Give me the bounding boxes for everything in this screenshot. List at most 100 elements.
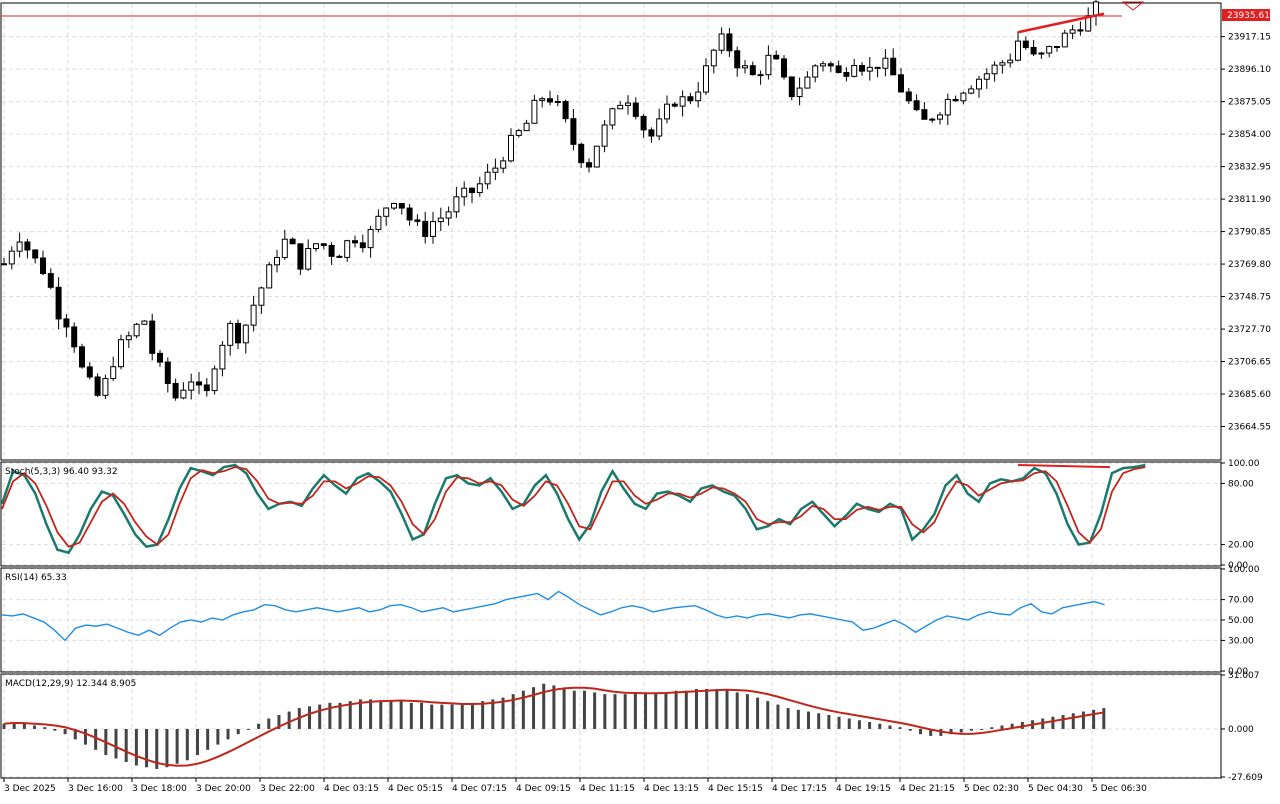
candle-body bbox=[16, 241, 23, 252]
x-tick-label: 4 Dec 15:15 bbox=[708, 784, 763, 794]
candle-body bbox=[453, 196, 460, 213]
macd-histogram-bar bbox=[338, 702, 342, 729]
candle-body bbox=[375, 215, 382, 230]
macd-histogram-bar bbox=[521, 690, 525, 729]
macd-histogram-bar bbox=[776, 704, 780, 729]
macd-histogram-bar bbox=[318, 704, 322, 729]
candle-body bbox=[86, 366, 93, 378]
divergence-line-stoch bbox=[1017, 464, 1111, 469]
macd-histogram-bar bbox=[12, 721, 16, 729]
x-tick-label: 4 Dec 03:15 bbox=[324, 784, 379, 794]
macd-histogram-bar bbox=[83, 728, 87, 745]
candle-body bbox=[983, 73, 990, 80]
x-tick-label: 3 Dec 16:00 bbox=[68, 784, 123, 794]
y-tick-label: 20.00 bbox=[1228, 541, 1254, 551]
candle-body bbox=[141, 320, 148, 325]
macd-histogram-bar bbox=[542, 683, 546, 729]
macd-histogram-bar bbox=[908, 728, 912, 731]
candle-body bbox=[687, 96, 694, 102]
macd-histogram-bar bbox=[195, 728, 199, 756]
macd-histogram-bar bbox=[593, 692, 597, 729]
macd-histogram-bar bbox=[674, 690, 678, 729]
y-tick-label: 100.00 bbox=[1228, 565, 1260, 575]
y-tick-label: 80.00 bbox=[1228, 479, 1254, 489]
candle-body bbox=[1093, 1, 1099, 17]
macd-histogram-bar bbox=[63, 728, 67, 735]
x-tick-label: 4 Dec 07:15 bbox=[452, 784, 507, 794]
macd-histogram-bar bbox=[287, 711, 291, 729]
macd-histogram-bar bbox=[654, 692, 658, 729]
macd-histogram-bar bbox=[94, 728, 98, 750]
rsi-line bbox=[1, 590, 1105, 642]
macd-histogram-bar bbox=[358, 699, 362, 729]
candle-body bbox=[554, 100, 561, 103]
candle-body bbox=[55, 286, 62, 320]
candle-body bbox=[266, 264, 273, 289]
macd-histogram-bar bbox=[735, 692, 739, 729]
macd-histogram-bar bbox=[684, 690, 688, 729]
candle-body bbox=[391, 202, 397, 209]
macd-histogram-bar bbox=[827, 715, 831, 729]
candle-body bbox=[274, 257, 280, 266]
y-tick-label: 23790.85 bbox=[1228, 228, 1271, 238]
macd-histogram-bar bbox=[878, 723, 882, 729]
macd-histogram-bar bbox=[33, 725, 37, 729]
macd-histogram-bar bbox=[236, 728, 240, 735]
macd-histogram-bar bbox=[369, 699, 373, 729]
candle-body bbox=[835, 65, 842, 73]
candle-body bbox=[648, 129, 655, 137]
stoch-main-line bbox=[0, 463, 1146, 555]
y-tick-label: 23854.00 bbox=[1228, 130, 1271, 140]
macd-histogram-bar bbox=[623, 694, 627, 729]
macd-histogram-bar bbox=[124, 728, 128, 763]
candle-body bbox=[406, 207, 413, 221]
macd-histogram-bar bbox=[216, 728, 220, 745]
candle-body bbox=[1015, 40, 1021, 61]
candle-body bbox=[203, 384, 210, 392]
y-tick-label: 23748.75 bbox=[1228, 293, 1271, 303]
macd-histogram-bar bbox=[980, 728, 984, 730]
y-tick-label: 30.00 bbox=[1228, 636, 1254, 646]
stoch-title: Stoch(5,3,3) 96.40 93.32 bbox=[5, 467, 118, 477]
macd-histogram-bar bbox=[1010, 723, 1014, 729]
candle-body bbox=[625, 102, 631, 106]
candle-body bbox=[866, 66, 873, 72]
candle-body bbox=[515, 130, 522, 136]
candle-body bbox=[367, 228, 374, 249]
candle-body bbox=[593, 145, 600, 168]
candle-body bbox=[398, 202, 405, 209]
y-tick-label: 31.007 bbox=[1228, 671, 1260, 681]
candle-body bbox=[110, 366, 117, 379]
y-tick-label: -27.609 bbox=[1228, 773, 1263, 783]
candle-body bbox=[94, 376, 101, 396]
candle-body bbox=[1069, 29, 1076, 34]
macd-histogram-bar bbox=[959, 728, 963, 733]
candle-body bbox=[289, 238, 296, 245]
macd-histogram-bar bbox=[328, 702, 332, 729]
current-price-marker: 23935.61 bbox=[1, 1, 1270, 21]
macd-histogram-bar bbox=[267, 718, 271, 729]
candle-body bbox=[445, 211, 452, 219]
candle-body bbox=[539, 98, 546, 101]
macd-histogram-bar bbox=[22, 723, 26, 729]
candle-body bbox=[874, 66, 881, 69]
macd-histogram-bar bbox=[929, 728, 933, 736]
macd-histogram-bar bbox=[379, 701, 383, 729]
candle-body bbox=[843, 71, 850, 77]
macd-histogram-bar bbox=[257, 723, 261, 729]
candle-body bbox=[188, 381, 195, 391]
x-tick-label: 3 Dec 2025 bbox=[4, 784, 56, 794]
macd-histogram-bar bbox=[1000, 725, 1004, 729]
candle-body bbox=[664, 103, 670, 120]
candle-body bbox=[508, 134, 514, 162]
candle-body bbox=[469, 187, 475, 194]
candle-body bbox=[47, 273, 54, 288]
candle-body bbox=[235, 322, 241, 344]
macd-histogram-bar bbox=[1071, 713, 1075, 729]
candle-body bbox=[632, 102, 639, 117]
candle-body bbox=[336, 255, 343, 258]
macd-histogram-bar bbox=[399, 701, 403, 729]
macd-histogram-bar bbox=[990, 727, 994, 729]
